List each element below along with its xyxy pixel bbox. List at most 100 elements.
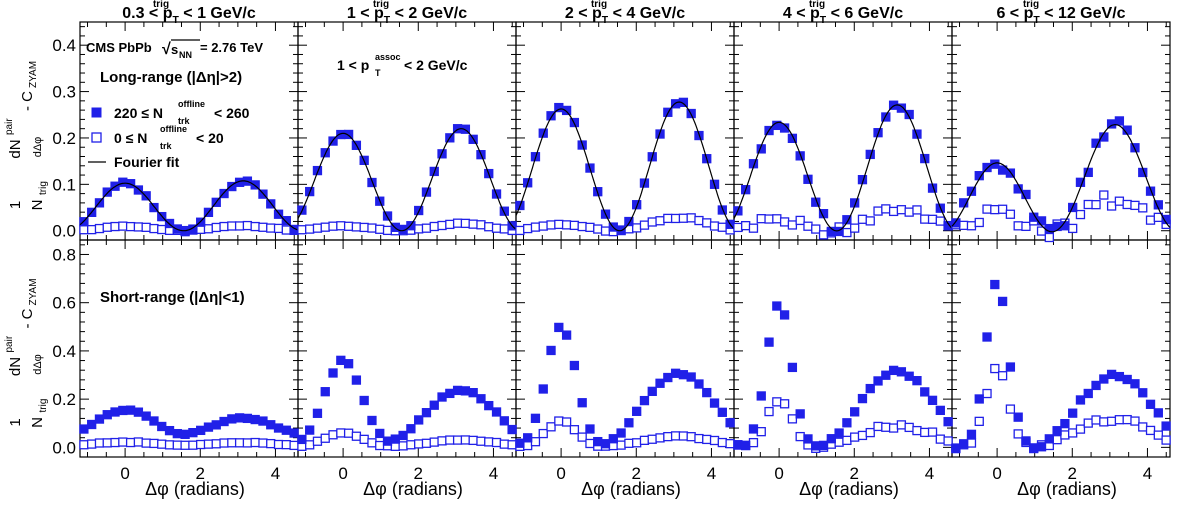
data-point-high-mult (670, 368, 681, 378)
data-point-low-mult (857, 214, 868, 224)
data-point-low-mult (927, 214, 938, 224)
data-point-low-mult (110, 221, 120, 232)
data-point-high-mult (561, 330, 572, 340)
data-point-high-mult (281, 425, 291, 435)
data-point-high-mult (1138, 388, 1148, 398)
data-point-high-mult (1083, 388, 1093, 399)
panel-frames (79, 21, 1171, 458)
data-point-high-mult (1153, 408, 1163, 418)
data-point-high-mult (834, 226, 844, 237)
data-point-high-mult (164, 425, 175, 436)
data-point-high-mult (1114, 116, 1125, 126)
sqrt-symbol: √ (162, 41, 171, 58)
y-tick-label: 0.2 (52, 129, 76, 148)
panel-frame-r1c4 (951, 239, 1171, 458)
data-point-high-mult (515, 438, 525, 448)
data-point-low-mult (795, 215, 805, 226)
data-point-low-mult (624, 438, 634, 448)
data-point-low-mult (305, 224, 315, 234)
x-tick-label: 2 (1068, 464, 1077, 483)
data-point-high-mult (499, 416, 509, 426)
data-point-high-mult (741, 440, 751, 450)
data-point-low-mult (686, 213, 696, 223)
data-point-high-mult (678, 370, 689, 380)
data-point-low-mult (87, 439, 97, 449)
data-point-low-mult (709, 435, 720, 446)
column-title-trig-sup: trig (591, 0, 607, 10)
data-point-low-mult (375, 440, 385, 451)
data-point-low-mult (569, 220, 580, 231)
data-point-low-mult (336, 428, 346, 438)
data-point-low-mult (818, 230, 829, 240)
data-point-high-mult (297, 434, 307, 445)
data-point-low-mult (468, 435, 478, 446)
data-point-high-mult (997, 296, 1008, 307)
data-point-high-mult (772, 301, 782, 311)
data-point-low-mult (538, 221, 548, 231)
data-point-low-mult (1114, 415, 1125, 425)
data-point-low-mult (904, 207, 914, 217)
data-point-low-mult (188, 440, 198, 450)
data-point-high-mult (87, 419, 97, 430)
y-label-minus: - C (19, 91, 36, 111)
data-point-low-mult (639, 435, 650, 445)
data-point-low-mult (118, 437, 128, 447)
data-point-low-mult (523, 440, 533, 451)
data-point-low-mult (912, 205, 922, 215)
assoc-sup: assoc (375, 52, 401, 62)
data-point-high-mult (141, 411, 151, 421)
x-tick-label: 0 (120, 464, 129, 483)
data-point-high-mult (1052, 426, 1062, 436)
data-point-low-mult (157, 439, 167, 449)
data-point-low-mult (725, 438, 735, 449)
data-point-high-mult (1122, 374, 1132, 385)
data-point-low-mult (803, 221, 813, 231)
data-point-low-mult (281, 225, 291, 235)
data-point-low-mult (966, 438, 977, 448)
legend-marker-open (91, 132, 102, 143)
data-point-low-mult (920, 427, 930, 438)
data-point-low-mult (266, 223, 276, 233)
data-point-high-mult (1114, 371, 1125, 382)
x-tick-label: 4 (489, 464, 498, 483)
data-point-high-mult (460, 386, 471, 396)
sqrt-s: s (171, 42, 178, 57)
data-point-high-mult (445, 388, 455, 399)
data-point-low-mult (242, 438, 253, 448)
data-point-low-mult (795, 431, 805, 442)
data-point-low-mult (203, 439, 214, 449)
data-point-low-mult (670, 213, 681, 224)
data-point-high-mult (608, 434, 618, 444)
data-point-low-mult (997, 204, 1008, 214)
data-point-low-mult (561, 220, 572, 230)
data-point-high-mult (273, 209, 284, 219)
data-point-high-mult (920, 387, 930, 397)
y-label-ntrig-sub: trig (38, 181, 49, 195)
data-point-low-mult (1106, 416, 1117, 426)
data-point-high-mult (850, 407, 860, 417)
data-point-high-mult (725, 418, 735, 428)
data-point-low-mult (748, 437, 759, 448)
data-point-low-mult (927, 427, 938, 437)
data-point-low-mult (1075, 424, 1086, 434)
x-tick-label: 4 (925, 464, 934, 483)
data-point-low-mult (289, 440, 299, 451)
x-tick-label: 2 (196, 464, 205, 483)
data-point-low-mult (429, 437, 439, 447)
data-markers (79, 97, 1171, 454)
data-point-low-mult (561, 417, 572, 427)
data-point-low-mult (367, 223, 377, 233)
data-point-high-mult (188, 427, 198, 438)
data-point-high-mult (1130, 379, 1140, 389)
data-point-high-mult (764, 337, 774, 347)
data-point-high-mult (554, 322, 564, 333)
data-point-low-mult (250, 437, 260, 448)
data-point-low-mult (266, 438, 276, 449)
data-point-low-mult (896, 205, 907, 215)
data-point-high-mult (538, 384, 548, 394)
data-point-high-mult (974, 394, 984, 404)
y-tick-label: 0.0 (52, 438, 76, 457)
data-point-low-mult (1005, 404, 1016, 414)
data-point-low-mult (990, 204, 1000, 215)
